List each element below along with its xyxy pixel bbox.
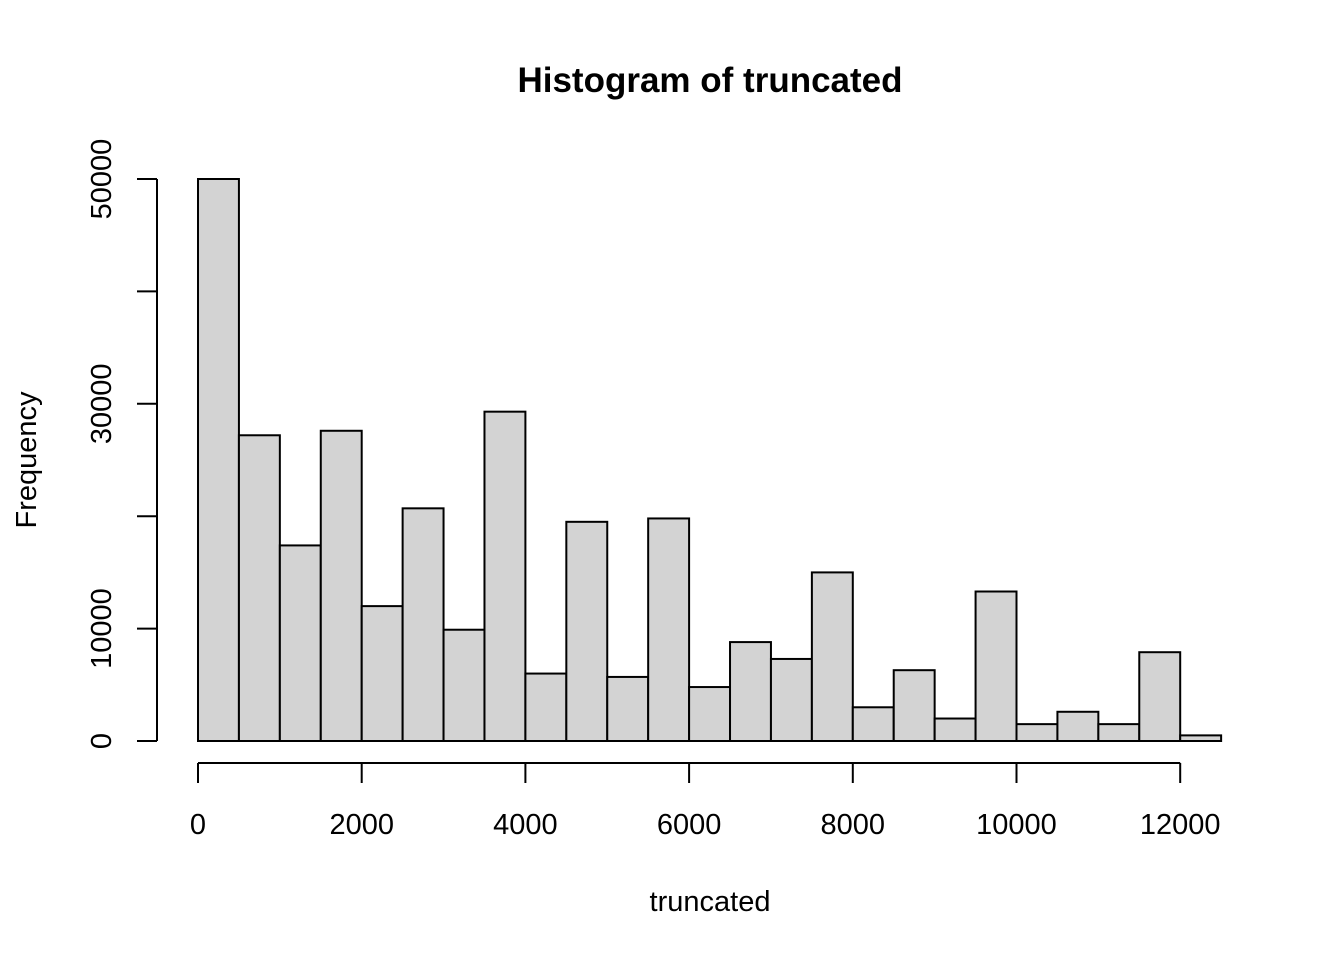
histogram-bar bbox=[606, 675, 650, 743]
chart-title: Histogram of truncated bbox=[517, 61, 902, 100]
histogram-bar bbox=[197, 178, 240, 742]
histogram-bar bbox=[1097, 723, 1141, 743]
x-tick-label: 10000 bbox=[976, 809, 1057, 841]
bars-group bbox=[197, 178, 1223, 743]
x-axis-label: truncated bbox=[650, 886, 771, 918]
y-tick-label: 10000 bbox=[86, 588, 118, 669]
histogram-bar bbox=[688, 686, 732, 742]
histogram-bar bbox=[1179, 734, 1223, 743]
x-axis: 0 2000 4000 6000 8000 10000 12000 bbox=[190, 762, 1221, 841]
histogram-bar bbox=[401, 507, 445, 742]
x-tick-label: 2000 bbox=[329, 809, 394, 841]
histogram-bar bbox=[729, 641, 772, 743]
histogram-bar bbox=[1138, 651, 1182, 742]
histogram-bar bbox=[360, 605, 404, 742]
histogram-bar bbox=[237, 434, 281, 742]
x-tick-label: 12000 bbox=[1140, 809, 1221, 841]
histogram-bar bbox=[483, 410, 527, 742]
histogram-bar bbox=[769, 657, 813, 742]
x-tick-label: 4000 bbox=[493, 809, 558, 841]
histogram-bar bbox=[565, 520, 609, 742]
histogram-bar bbox=[933, 717, 977, 743]
histogram-bar bbox=[851, 706, 895, 743]
y-tick-label: 30000 bbox=[86, 363, 118, 444]
histogram-bar bbox=[319, 429, 363, 742]
y-axis-label: Frequency bbox=[11, 391, 43, 529]
histogram-bar bbox=[1056, 710, 1100, 743]
x-tick-label: 0 bbox=[190, 809, 206, 841]
x-tick-label: 6000 bbox=[657, 809, 722, 841]
x-tick-label: 8000 bbox=[821, 809, 886, 841]
histogram-bar bbox=[647, 517, 691, 742]
histogram-bar bbox=[810, 571, 854, 743]
histogram-bar bbox=[892, 669, 936, 742]
histogram-bar bbox=[442, 628, 486, 742]
y-axis: 0 10000 30000 50000 bbox=[86, 139, 158, 749]
histogram-bar bbox=[278, 544, 322, 743]
histogram-bar bbox=[974, 590, 1018, 742]
y-tick-label: 0 bbox=[86, 733, 118, 749]
y-tick-label: 50000 bbox=[86, 139, 118, 220]
histogram-bar bbox=[1015, 723, 1059, 743]
histogram-bar bbox=[524, 672, 568, 742]
